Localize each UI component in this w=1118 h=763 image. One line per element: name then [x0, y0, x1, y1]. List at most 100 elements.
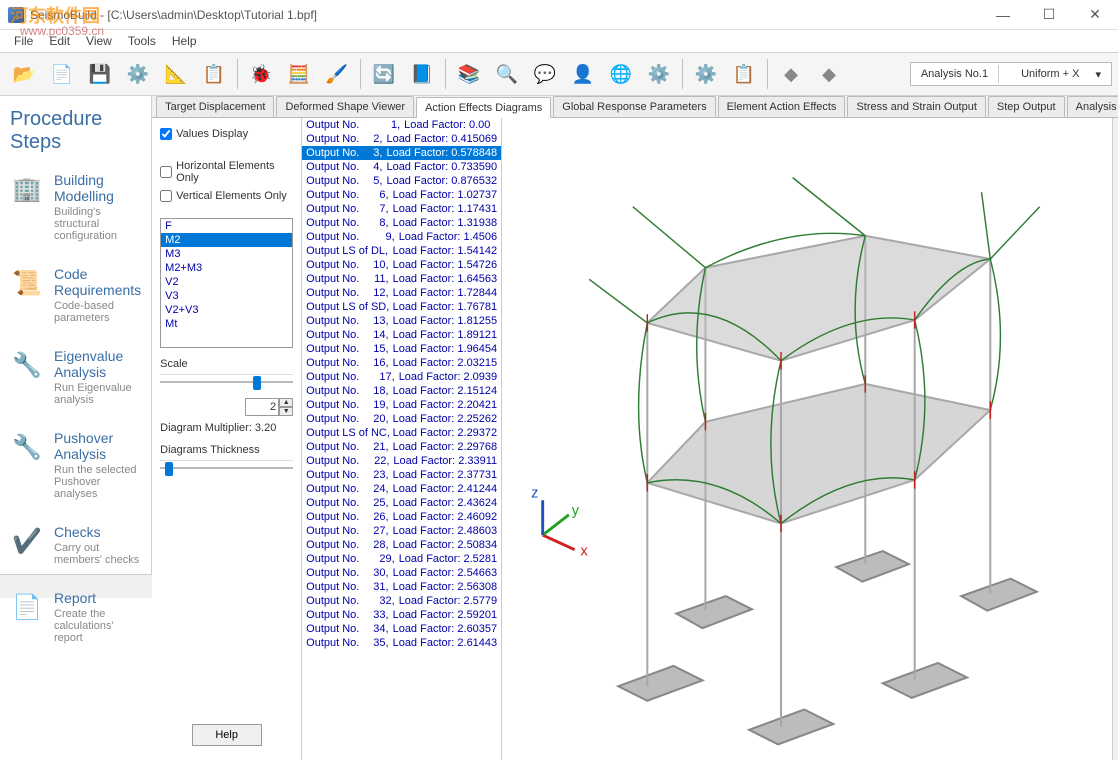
effects-listbox[interactable]: FM2M3M2+M3V2V3V2+V3Mt [160, 218, 293, 348]
output-row[interactable]: Output No.12,Load Factor: 1.72844 [302, 286, 501, 300]
menu-view[interactable]: View [78, 32, 120, 50]
output-row[interactable]: Output No.24,Load Factor: 2.41244 [302, 482, 501, 496]
report-icon[interactable]: 📋 [726, 56, 762, 92]
output-row[interactable]: Output No.31,Load Factor: 2.56308 [302, 580, 501, 594]
output-row[interactable]: Output No.34,Load Factor: 2.60357 [302, 622, 501, 636]
user-icon[interactable]: 👤 [565, 56, 601, 92]
effect-v2+v3[interactable]: V2+V3 [161, 303, 292, 317]
step-checks[interactable]: ✔️ Checks Carry out members' checks [10, 524, 141, 566]
save-icon[interactable]: 💾 [82, 56, 118, 92]
scale-input[interactable]: 2 [245, 398, 279, 416]
output-row[interactable]: Output LS of DL,Load Factor: 1.54142 [302, 244, 501, 258]
output-row[interactable]: Output No.2,Load Factor: 0.415069 [302, 132, 501, 146]
output-row[interactable]: Output No.9,Load Factor: 1.4506 [302, 230, 501, 244]
step-code-requirements[interactable]: 📜 Code Requirements Code-based parameter… [10, 266, 141, 324]
minimize-button[interactable]: — [980, 0, 1026, 30]
menu-file[interactable]: File [6, 32, 41, 50]
globe-icon[interactable]: 🌐 [603, 56, 639, 92]
copy-icon[interactable]: 📋 [196, 56, 232, 92]
step-pushover-analysis[interactable]: 🔧 Pushover Analysis Run the selected Pus… [10, 430, 141, 500]
calc-icon[interactable]: 🧮 [281, 56, 317, 92]
effect-v2[interactable]: V2 [161, 275, 292, 289]
output-row[interactable]: Output No.27,Load Factor: 2.48603 [302, 524, 501, 538]
effect-v3[interactable]: V3 [161, 289, 292, 303]
output-row[interactable]: Output No.28,Load Factor: 2.50834 [302, 538, 501, 552]
gear1-icon[interactable]: ⚙️ [641, 56, 677, 92]
scale-slider[interactable] [160, 374, 293, 394]
books-icon[interactable]: 📚 [451, 56, 487, 92]
effect-m2+m3[interactable]: M2+M3 [161, 261, 292, 275]
output-row[interactable]: Output No.16,Load Factor: 2.03215 [302, 356, 501, 370]
brush-icon[interactable]: 🖌️ [319, 56, 355, 92]
output-row[interactable]: Output No.13,Load Factor: 1.81255 [302, 314, 501, 328]
output-row[interactable]: Output No.7,Load Factor: 1.17431 [302, 202, 501, 216]
output-row[interactable]: Output No.32,Load Factor: 2.5779 [302, 594, 501, 608]
output-row[interactable]: Output No.11,Load Factor: 1.64563 [302, 272, 501, 286]
vertical-only-checkbox[interactable]: Vertical Elements Only [160, 190, 293, 202]
effect-mt[interactable]: Mt [161, 317, 292, 331]
tab-element-action-effects[interactable]: Element Action Effects [718, 96, 846, 117]
scale-up-button[interactable]: ▲ [279, 398, 293, 407]
new-icon[interactable]: 📄 [44, 56, 80, 92]
output-row[interactable]: Output No.8,Load Factor: 1.31938 [302, 216, 501, 230]
tab-deformed-shape-viewer[interactable]: Deformed Shape Viewer [276, 96, 414, 117]
bug-icon[interactable]: 🐞 [243, 56, 279, 92]
output-row[interactable]: Output No.15,Load Factor: 1.96454 [302, 342, 501, 356]
output-row[interactable]: Output No.35,Load Factor: 2.61443 [302, 636, 501, 650]
output-row[interactable]: Output No.19,Load Factor: 2.20421 [302, 398, 501, 412]
effect-m3[interactable]: M3 [161, 247, 292, 261]
effect-f[interactable]: F [161, 219, 292, 233]
output-row[interactable]: Output No.30,Load Factor: 2.54663 [302, 566, 501, 580]
book-icon[interactable]: 📘 [404, 56, 440, 92]
output-row[interactable]: Output No.17,Load Factor: 2.0939 [302, 370, 501, 384]
3d-viewport[interactable]: x y z [502, 118, 1112, 760]
output-row[interactable]: Output No.3,Load Factor: 0.578848 [302, 146, 501, 160]
output-row[interactable]: Output LS of NC,Load Factor: 2.29372 [302, 426, 501, 440]
output-row[interactable]: Output LS of SD,Load Factor: 1.76781 [302, 300, 501, 314]
diamond2-icon[interactable]: ◆ [811, 56, 847, 92]
values-display-checkbox[interactable]: Values Display [160, 128, 293, 140]
tab-analysis-logs[interactable]: Analysis Logs [1067, 96, 1118, 117]
tab-action-effects-diagrams[interactable]: Action Effects Diagrams [416, 97, 551, 118]
output-row[interactable]: Output No.25,Load Factor: 2.43624 [302, 496, 501, 510]
tab-step-output[interactable]: Step Output [988, 96, 1065, 117]
menu-edit[interactable]: Edit [41, 32, 78, 50]
effect-m2[interactable]: M2 [161, 233, 292, 247]
help-button[interactable]: Help [192, 724, 262, 746]
tab-stress-and-strain-output[interactable]: Stress and Strain Output [847, 96, 985, 117]
diamond1-icon[interactable]: ◆ [773, 56, 809, 92]
gear2-icon[interactable]: ⚙️ [688, 56, 724, 92]
output-row[interactable]: Output No.22,Load Factor: 2.33911 [302, 454, 501, 468]
output-row[interactable]: Output No.4,Load Factor: 0.733590 [302, 160, 501, 174]
step-eigenvalue-analysis[interactable]: 🔧 Eigenvalue Analysis Run Eigenvalue ana… [10, 348, 141, 406]
tab-global-response-parameters[interactable]: Global Response Parameters [553, 96, 715, 117]
output-row[interactable]: Output No.26,Load Factor: 2.46092 [302, 510, 501, 524]
output-row[interactable]: Output No.33,Load Factor: 2.59201 [302, 608, 501, 622]
thickness-slider[interactable] [160, 460, 293, 480]
output-row[interactable]: Output No.5,Load Factor: 0.876532 [302, 174, 501, 188]
output-row[interactable]: Output No.6,Load Factor: 1.02737 [302, 188, 501, 202]
analysis-selector[interactable]: Analysis No.1 Uniform + X ▾ [910, 62, 1112, 86]
output-row[interactable]: Output No.18,Load Factor: 2.15124 [302, 384, 501, 398]
tab-target-displacement[interactable]: Target Displacement [156, 96, 274, 117]
maximize-button[interactable]: ☐ [1026, 0, 1072, 30]
output-row[interactable]: Output No.14,Load Factor: 1.89121 [302, 328, 501, 342]
chat-icon[interactable]: 💬 [527, 56, 563, 92]
settings-icon[interactable]: ⚙️ [120, 56, 156, 92]
step-report[interactable]: 📄 Report Create the calculations' report [10, 590, 141, 644]
output-row[interactable]: Output No.21,Load Factor: 2.29768 [302, 440, 501, 454]
close-button[interactable]: ✕ [1072, 0, 1118, 30]
output-list[interactable]: Output No.1,Load Factor: 0.00Output No.2… [302, 118, 502, 760]
scale-down-button[interactable]: ▼ [279, 407, 293, 416]
output-row[interactable]: Output No.1,Load Factor: 0.00 [302, 118, 501, 132]
units-icon[interactable]: 📐 [158, 56, 194, 92]
search-icon[interactable]: 🔍 [489, 56, 525, 92]
open-icon[interactable]: 📂 [6, 56, 42, 92]
output-row[interactable]: Output No.10,Load Factor: 1.54726 [302, 258, 501, 272]
menu-tools[interactable]: Tools [120, 32, 164, 50]
output-row[interactable]: Output No.23,Load Factor: 2.37731 [302, 468, 501, 482]
output-row[interactable]: Output No.29,Load Factor: 2.5281 [302, 552, 501, 566]
refresh-icon[interactable]: 🔄 [366, 56, 402, 92]
menu-help[interactable]: Help [164, 32, 205, 50]
output-row[interactable]: Output No.20,Load Factor: 2.25262 [302, 412, 501, 426]
